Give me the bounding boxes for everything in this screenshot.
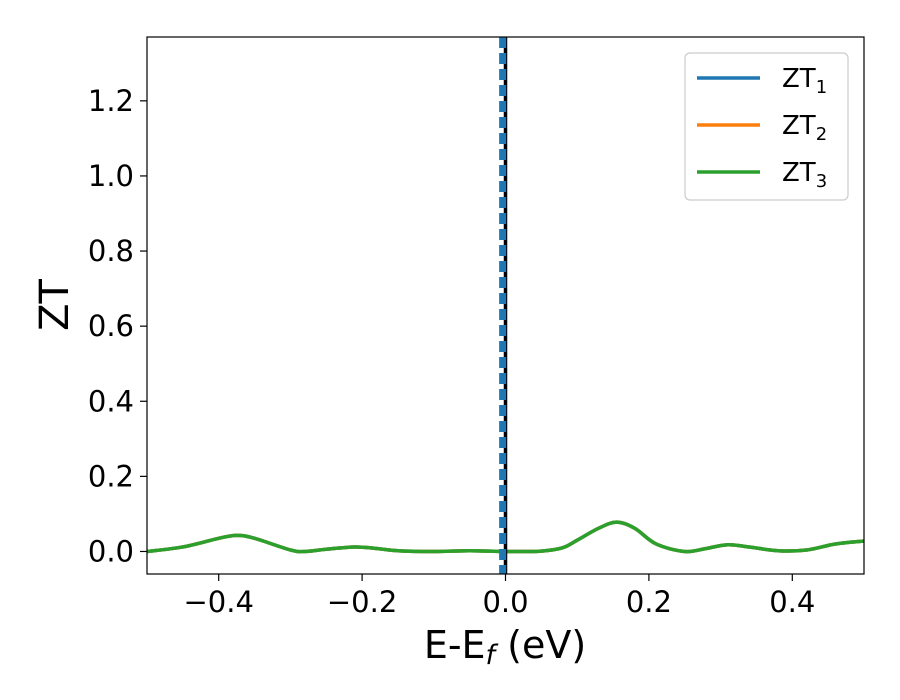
- x-tick-label: −0.2: [327, 585, 397, 619]
- legend-label-zt1: ZT1: [782, 64, 827, 98]
- y-tick-label: 0.4: [88, 384, 134, 418]
- y-tick-label: 1.2: [88, 84, 134, 118]
- y-axis-title: ZT: [32, 279, 78, 331]
- x-tick-label: 0.4: [769, 585, 815, 619]
- y-tick-label: 0.8: [88, 234, 134, 268]
- y-tick-label: 0.2: [88, 459, 134, 493]
- legend-label-zt3: ZT3: [782, 158, 827, 192]
- x-axis-title-base: E-E: [424, 623, 486, 667]
- y-tick-label: 1.0: [88, 159, 134, 193]
- legend-label-zt2: ZT2: [782, 111, 827, 145]
- x-tick-label: 0.0: [482, 585, 528, 619]
- legend-box: [684, 52, 849, 201]
- y-axis-ticks: 0.0 0.2 0.4 0.6 0.8 1.0 1.2: [88, 84, 147, 568]
- x-tick-label: −0.4: [183, 585, 253, 619]
- legend: ZT1 ZT2 ZT3: [684, 52, 849, 201]
- series-line-zt3: [147, 520, 864, 554]
- x-axis-title: E-Ef (eV): [424, 623, 586, 671]
- x-tick-label: 0.2: [626, 585, 672, 619]
- y-tick-label: 0.0: [88, 534, 134, 568]
- series-lines: [147, 520, 864, 554]
- x-axis-ticks: −0.4 −0.2 0.0 0.2 0.4: [183, 574, 815, 619]
- reference-lines: [499, 37, 508, 574]
- x-axis-title-rest: (eV): [495, 623, 586, 667]
- y-tick-label: 0.6: [88, 309, 134, 343]
